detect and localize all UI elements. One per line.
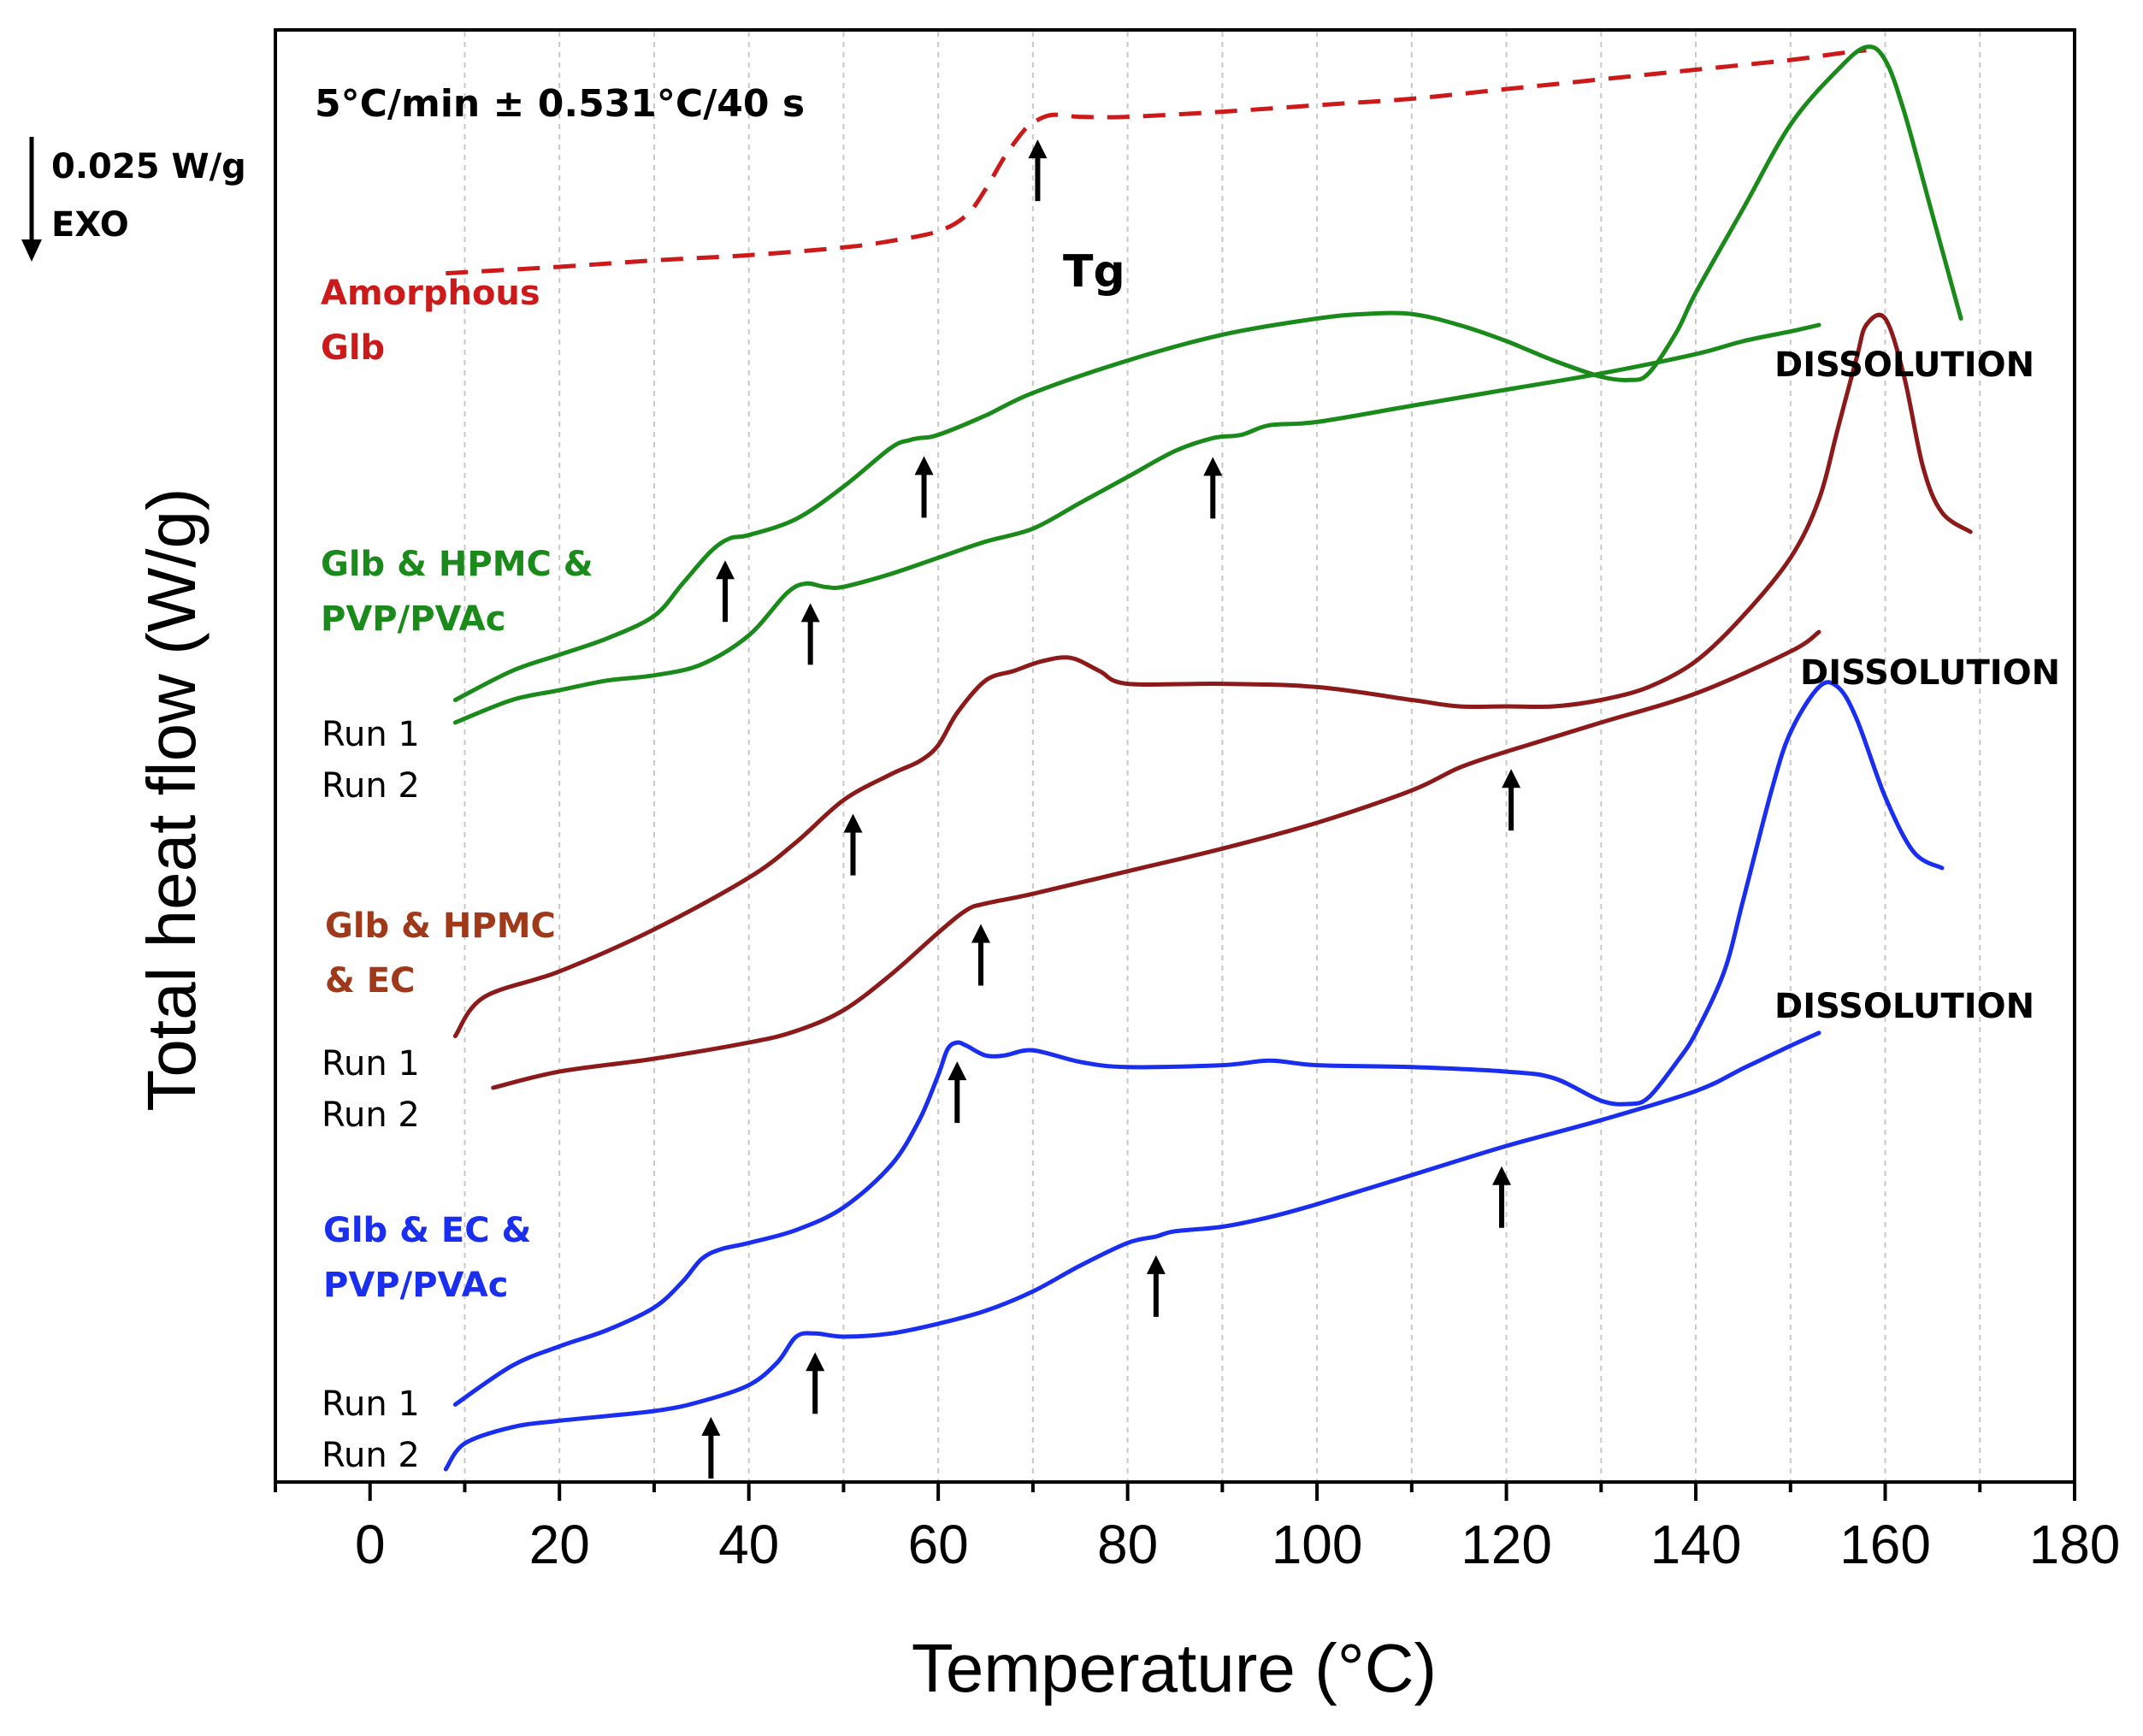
series-glb-hpmc-ec-run-1 xyxy=(452,312,1973,1038)
run2-label-ec-pvp: Run 2 xyxy=(322,1436,420,1475)
x-tick-label: 40 xyxy=(718,1514,779,1575)
scale-bar-value: 0.025 W/g xyxy=(51,147,246,186)
dissolution-label-3: DISSOLUTION xyxy=(1774,987,2034,1026)
series-layer xyxy=(443,44,1973,1472)
label-ec-pvp-line2: PVP/PVAc xyxy=(323,1266,508,1305)
x-tick-label: 140 xyxy=(1650,1514,1742,1575)
x-tick-label: 160 xyxy=(1839,1514,1931,1575)
label-hpmc-pvp-line1: Glb & HPMC & xyxy=(321,545,593,584)
tg-label: Tg xyxy=(1063,246,1125,298)
transition-arrow-up-icon xyxy=(806,1352,825,1414)
transition-arrow-up-icon xyxy=(1146,1255,1166,1317)
transition-arrows xyxy=(701,139,1521,1479)
run2-label-hpmc-pvp: Run 2 xyxy=(322,766,420,806)
label-ec-pvp-line1: Glb & EC & xyxy=(323,1211,531,1250)
x-tick-label: 100 xyxy=(1272,1514,1363,1575)
series-glb-hpmc-ec-run-2 xyxy=(491,629,1821,1090)
x-tick-label: 80 xyxy=(1097,1514,1158,1575)
plot-frame xyxy=(274,28,2076,1484)
y-axis-title: Total heat flow (W/g) xyxy=(133,487,210,1111)
dissolution-label-1: DISSOLUTION xyxy=(1774,345,2034,385)
x-tick-label: 0 xyxy=(355,1514,386,1575)
run1-label-hpmc-ec: Run 1 xyxy=(322,1044,420,1084)
transition-arrow-up-icon xyxy=(1028,139,1048,202)
transition-arrow-up-icon xyxy=(716,560,735,623)
transition-arrow-up-icon xyxy=(914,456,934,518)
label-amorphous-line2: Glb xyxy=(321,328,385,368)
x-tick-label: 180 xyxy=(2029,1514,2121,1575)
run2-label-hpmc-ec: Run 2 xyxy=(322,1095,420,1135)
x-axis: 0 20 40 60 80 100 120 140 160 180 xyxy=(274,1482,2121,1575)
series-glb-ec-pvp-pvac-run-2 xyxy=(443,1030,1821,1472)
label-amorphous-line1: Amorphous xyxy=(321,274,540,313)
transition-arrow-up-icon xyxy=(800,603,820,665)
transition-arrow-up-icon xyxy=(843,813,863,876)
transition-arrow-up-icon xyxy=(1502,769,1521,831)
series-glb-hpmc-pvp-pvac-run-2 xyxy=(452,322,1821,725)
x-axis-title: Temperature (°C) xyxy=(912,1630,1437,1706)
series-amorphous-glb xyxy=(446,48,1867,276)
heating-condition: 5°C/min ± 0.531°C/40 s xyxy=(315,82,805,126)
x-tick-label: 120 xyxy=(1461,1514,1552,1575)
arrow-down-icon xyxy=(21,239,42,262)
scale-bar-direction: EXO xyxy=(51,205,129,245)
run1-label-ec-pvp: Run 1 xyxy=(322,1385,420,1424)
x-tick-label: 20 xyxy=(529,1514,590,1575)
label-hpmc-pvp-line2: PVP/PVAc xyxy=(321,599,505,639)
transition-arrow-up-icon xyxy=(701,1416,721,1479)
transition-arrow-up-icon xyxy=(948,1061,967,1124)
series-glb-hpmc-pvp-pvac-run-1 xyxy=(452,44,1963,702)
transition-arrow-up-icon xyxy=(971,924,990,986)
series-glb-ec-pvp-pvac-run-1 xyxy=(452,680,1945,1407)
scale-bar: 0.025 W/g EXO xyxy=(21,137,246,262)
run1-label-hpmc-pvp: Run 1 xyxy=(322,715,420,754)
label-hpmc-ec-line2: & EC xyxy=(325,961,416,1001)
transition-arrow-up-icon xyxy=(1492,1166,1512,1228)
transition-arrow-up-icon xyxy=(1203,457,1223,519)
dissolution-label-2: DISSOLUTION xyxy=(1800,653,2060,693)
x-tick-label: 60 xyxy=(908,1514,969,1575)
label-hpmc-ec-line1: Glb & HPMC xyxy=(325,906,556,946)
